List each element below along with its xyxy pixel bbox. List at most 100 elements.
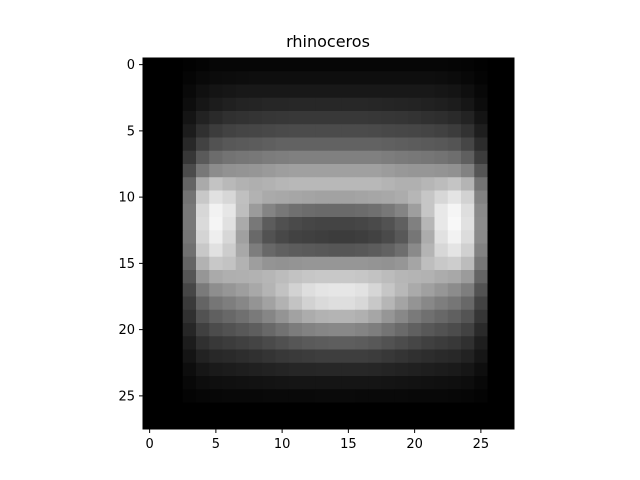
heatmap-cell xyxy=(328,389,343,403)
heatmap-cell xyxy=(209,336,223,350)
heatmap-cell xyxy=(421,177,435,191)
heatmap-cell xyxy=(262,243,276,258)
heatmap-cell xyxy=(222,203,237,218)
heatmap-cell xyxy=(182,362,197,377)
heatmap-cell xyxy=(156,217,170,231)
heatmap-cell xyxy=(209,230,223,244)
heatmap-cell xyxy=(368,256,382,271)
heatmap-cell xyxy=(394,309,409,324)
heatmap-cell xyxy=(288,415,303,430)
heatmap-cell xyxy=(209,309,223,324)
heatmap-cell xyxy=(487,415,502,430)
heatmap-cell xyxy=(143,415,157,430)
heatmap-cell xyxy=(421,336,435,350)
heatmap-cell xyxy=(474,349,488,364)
heatmap-cell xyxy=(169,137,184,152)
heatmap-cell xyxy=(394,230,409,244)
heatmap-cell xyxy=(381,402,396,417)
heatmap-cell xyxy=(447,243,462,258)
heatmap-cell xyxy=(196,270,210,284)
heatmap-cell xyxy=(275,177,290,191)
heatmap-cell xyxy=(156,243,170,258)
heatmap-cell xyxy=(235,256,250,271)
heatmap-cell xyxy=(500,402,515,417)
heatmap-cell xyxy=(434,124,449,138)
heatmap-cell xyxy=(196,177,210,191)
heatmap-cell xyxy=(394,71,409,85)
heatmap-cell xyxy=(275,137,290,152)
heatmap-cell xyxy=(368,164,382,178)
heatmap-cell xyxy=(262,58,276,72)
y-tick-label: 10 xyxy=(118,191,135,206)
heatmap-cell xyxy=(447,177,462,191)
heatmap-cell xyxy=(235,349,250,364)
heatmap-cell xyxy=(302,150,316,165)
heatmap-cell xyxy=(408,71,422,85)
heatmap-cell xyxy=(156,58,170,72)
heatmap-cell xyxy=(169,177,184,191)
heatmap-cell xyxy=(209,84,223,99)
heatmap-cell xyxy=(169,323,184,337)
heatmap-cell xyxy=(302,71,316,85)
heatmap-cell xyxy=(408,124,422,138)
heatmap-cell xyxy=(500,124,515,138)
heatmap-cell xyxy=(500,97,515,112)
heatmap-cell xyxy=(169,336,184,350)
heatmap-cell xyxy=(381,190,396,205)
heatmap-cell xyxy=(355,415,369,430)
heatmap-cell xyxy=(500,256,515,271)
heatmap-cell xyxy=(461,84,475,99)
heatmap-cell xyxy=(169,230,184,244)
heatmap-cell xyxy=(262,376,276,390)
heatmap-cell xyxy=(328,177,343,191)
heatmap-cell xyxy=(302,230,316,244)
heatmap-cell xyxy=(262,283,276,297)
heatmap-cell xyxy=(156,349,170,364)
heatmap-cell xyxy=(394,296,409,311)
heatmap-cell xyxy=(381,164,396,178)
heatmap-cell xyxy=(249,124,263,138)
heatmap-cell xyxy=(209,71,223,85)
heatmap-cell xyxy=(262,84,276,99)
heatmap-cell xyxy=(182,283,197,297)
heatmap-cell xyxy=(341,230,356,244)
heatmap-cell xyxy=(196,323,210,337)
heatmap-cell xyxy=(500,336,515,350)
heatmap-cell xyxy=(434,177,449,191)
heatmap-cell xyxy=(434,58,449,72)
heatmap-cell xyxy=(288,283,303,297)
heatmap-cell xyxy=(394,389,409,403)
heatmap-cell xyxy=(381,217,396,231)
heatmap-cell xyxy=(156,415,170,430)
heatmap-cell xyxy=(288,362,303,377)
heatmap-cell xyxy=(408,296,422,311)
heatmap-cell xyxy=(355,84,369,99)
heatmap-cell xyxy=(355,349,369,364)
heatmap-cell xyxy=(381,283,396,297)
heatmap-cell xyxy=(368,415,382,430)
heatmap-cell xyxy=(169,309,184,324)
heatmap-cell xyxy=(487,389,502,403)
heatmap-cell xyxy=(355,296,369,311)
y-tick-label: 15 xyxy=(118,257,135,272)
heatmap-cell xyxy=(262,71,276,85)
x-tick-label: 25 xyxy=(473,437,490,452)
heatmap-cell xyxy=(341,323,356,337)
heatmap-cell xyxy=(408,203,422,218)
heatmap-cell xyxy=(209,164,223,178)
heatmap-cell xyxy=(288,376,303,390)
heatmap-cell xyxy=(222,150,237,165)
heatmap-cell xyxy=(209,203,223,218)
heatmap-cell xyxy=(209,177,223,191)
heatmap-cell xyxy=(275,203,290,218)
heatmap-cell xyxy=(262,349,276,364)
heatmap-cell xyxy=(262,111,276,125)
heatmap-cell xyxy=(394,124,409,138)
heatmap-cell xyxy=(156,203,170,218)
heatmap-cell xyxy=(222,58,237,72)
heatmap-cell xyxy=(169,111,184,125)
heatmap-cell xyxy=(182,256,197,271)
heatmap-cell xyxy=(209,243,223,258)
heatmap-cell xyxy=(302,203,316,218)
heatmap-cell xyxy=(315,84,329,99)
